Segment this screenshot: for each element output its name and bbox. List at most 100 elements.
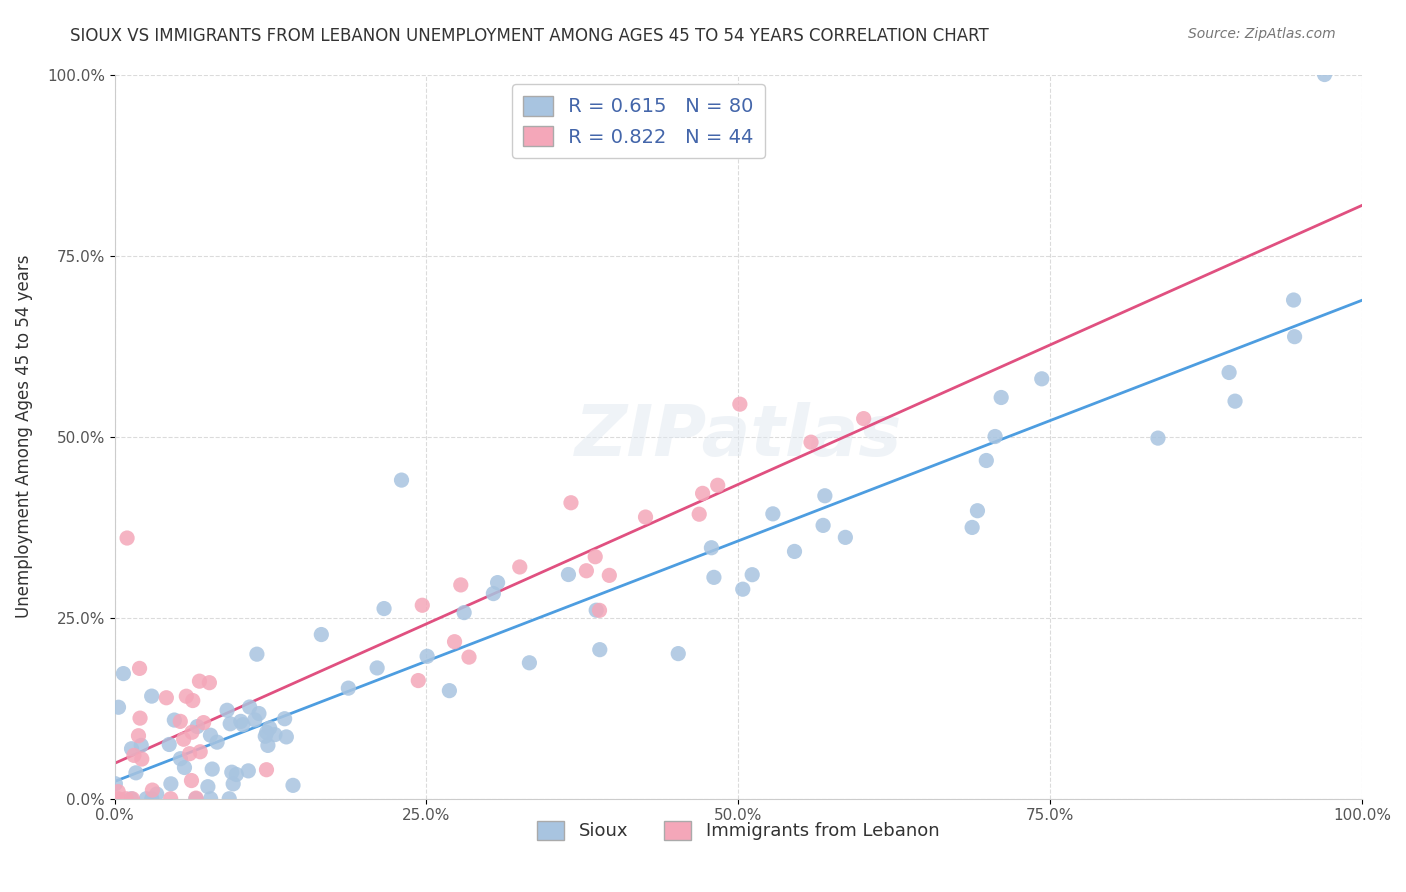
- Sioux: [257, 739, 280, 753]
- Immigrants from Lebanon: [115, 531, 138, 545]
- Sioux: [731, 582, 754, 597]
- Sioux: [232, 717, 254, 731]
- Sioux: [157, 738, 180, 752]
- Sioux: [453, 606, 475, 620]
- Sioux: [200, 791, 222, 805]
- Immigrants from Lebanon: [181, 725, 204, 739]
- Sioux: [225, 767, 247, 781]
- Sioux: [1282, 293, 1305, 307]
- Immigrants from Lebanon: [692, 486, 714, 500]
- Sioux: [112, 666, 135, 681]
- Sioux: [163, 713, 186, 727]
- Sioux: [976, 453, 998, 467]
- Y-axis label: Unemployment Among Ages 45 to 54 years: Unemployment Among Ages 45 to 54 years: [15, 255, 32, 618]
- Sioux: [184, 791, 207, 805]
- Sioux: [966, 504, 988, 518]
- Immigrants from Lebanon: [181, 693, 204, 707]
- Sioux: [416, 649, 439, 664]
- Sioux: [1313, 68, 1336, 82]
- Sioux: [141, 791, 163, 805]
- Sioux: [169, 752, 191, 766]
- Sioux: [201, 762, 224, 776]
- Immigrants from Lebanon: [188, 745, 211, 759]
- Immigrants from Lebanon: [411, 599, 433, 613]
- Sioux: [129, 739, 152, 753]
- Immigrants from Lebanon: [155, 690, 177, 705]
- Immigrants from Lebanon: [176, 690, 198, 704]
- Sioux: [264, 728, 287, 742]
- Immigrants from Lebanon: [560, 496, 582, 510]
- Text: SIOUX VS IMMIGRANTS FROM LEBANON UNEMPLOYMENT AMONG AGES 45 TO 54 YEARS CORRELAT: SIOUX VS IMMIGRANTS FROM LEBANON UNEMPLO…: [70, 27, 988, 45]
- Immigrants from Lebanon: [706, 478, 728, 492]
- Sioux: [482, 586, 505, 600]
- Sioux: [107, 700, 129, 714]
- Legend:  R = 0.615   N = 80,  R = 0.822   N = 44: R = 0.615 N = 80, R = 0.822 N = 44: [512, 84, 765, 159]
- Immigrants from Lebanon: [256, 763, 278, 777]
- Sioux: [1031, 372, 1053, 386]
- Sioux: [217, 703, 239, 717]
- Immigrants from Lebanon: [634, 510, 657, 524]
- Immigrants from Lebanon: [583, 549, 606, 564]
- Sioux: [666, 647, 689, 661]
- Immigrants from Lebanon: [598, 568, 620, 582]
- Sioux: [200, 728, 222, 742]
- Sioux: [254, 729, 277, 743]
- Immigrants from Lebanon: [458, 650, 481, 665]
- Sioux: [219, 716, 242, 731]
- Sioux: [121, 741, 143, 756]
- Immigrants from Lebanon: [688, 507, 710, 521]
- Immigrants from Lebanon: [728, 397, 751, 411]
- Immigrants from Lebanon: [122, 748, 145, 763]
- Sioux: [256, 725, 278, 739]
- Immigrants from Lebanon: [408, 673, 430, 688]
- Immigrants from Lebanon: [193, 715, 215, 730]
- Immigrants from Lebanon: [107, 785, 129, 799]
- Sioux: [1218, 366, 1240, 380]
- Immigrants from Lebanon: [129, 711, 152, 725]
- Sioux: [135, 791, 157, 805]
- Immigrants from Lebanon: [128, 661, 150, 675]
- Sioux: [160, 777, 183, 791]
- Sioux: [276, 730, 298, 744]
- Sioux: [238, 764, 260, 778]
- Immigrants from Lebanon: [131, 752, 153, 766]
- Sioux: [229, 714, 252, 729]
- Sioux: [557, 567, 579, 582]
- Sioux: [239, 700, 262, 714]
- Sioux: [221, 765, 243, 780]
- Text: Source: ZipAtlas.com: Source: ZipAtlas.com: [1188, 27, 1336, 41]
- Immigrants from Lebanon: [198, 675, 221, 690]
- Sioux: [120, 791, 142, 805]
- Sioux: [1223, 394, 1246, 409]
- Sioux: [366, 661, 388, 675]
- Immigrants from Lebanon: [179, 747, 201, 761]
- Immigrants from Lebanon: [173, 732, 195, 747]
- Sioux: [984, 429, 1007, 443]
- Sioux: [741, 567, 763, 582]
- Sioux: [585, 603, 607, 617]
- Sioux: [145, 787, 167, 801]
- Sioux: [391, 473, 413, 487]
- Sioux: [173, 760, 195, 774]
- Sioux: [281, 778, 304, 792]
- Sioux: [486, 575, 509, 590]
- Sioux: [703, 570, 725, 584]
- Sioux: [259, 721, 281, 735]
- Sioux: [205, 735, 228, 749]
- Immigrants from Lebanon: [107, 791, 129, 805]
- Sioux: [960, 520, 983, 534]
- Immigrants from Lebanon: [169, 714, 191, 729]
- Sioux: [197, 780, 219, 794]
- Sioux: [273, 712, 295, 726]
- Immigrants from Lebanon: [141, 783, 163, 797]
- Sioux: [1147, 431, 1170, 445]
- Sioux: [104, 777, 127, 791]
- Text: ZIPatlas: ZIPatlas: [575, 402, 903, 471]
- Sioux: [1284, 329, 1306, 343]
- Sioux: [373, 601, 395, 615]
- Sioux: [589, 642, 612, 657]
- Immigrants from Lebanon: [127, 729, 149, 743]
- Sioux: [439, 683, 461, 698]
- Immigrants from Lebanon: [188, 674, 211, 689]
- Immigrants from Lebanon: [159, 791, 181, 805]
